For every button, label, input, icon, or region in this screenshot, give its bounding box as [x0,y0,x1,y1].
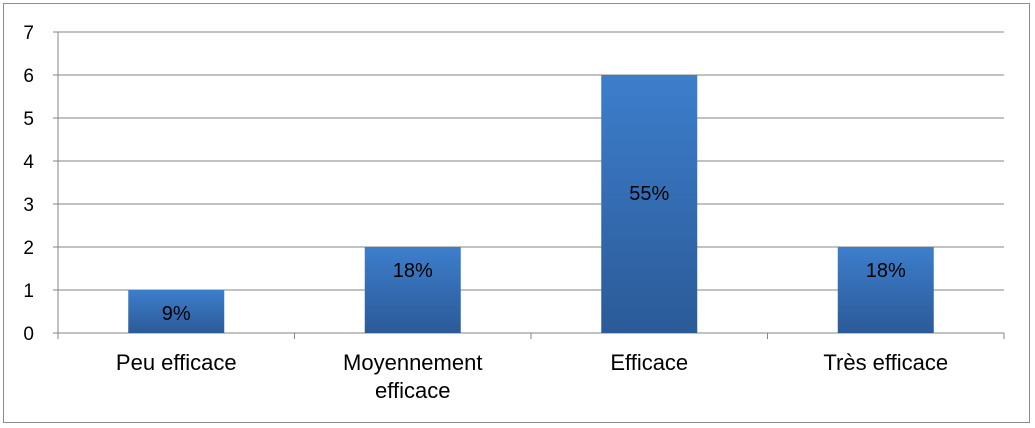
bar [601,75,698,333]
data-label: 9% [162,303,191,325]
bar [837,247,934,333]
y-tick-label: 7 [23,23,34,44]
y-tick-label: 5 [23,109,34,130]
y-tick-label: 3 [23,195,34,216]
category-label: Moyennement [343,350,482,375]
category-label: Efficace [610,350,688,375]
bar [128,290,225,333]
category-label: efficace [375,378,450,403]
y-tick-label: 6 [23,66,34,87]
data-label: 55% [629,183,669,205]
bar [364,247,461,333]
data-label: 18% [393,260,433,282]
y-tick-label: 1 [23,281,34,302]
chart-frame [3,3,1030,423]
category-label: Peu efficace [116,350,237,375]
y-tick-label: 0 [23,324,34,345]
data-label: 18% [866,260,906,282]
y-tick-label: 2 [23,238,34,259]
y-tick-label: 4 [23,152,34,173]
category-label: Très efficace [823,350,948,375]
